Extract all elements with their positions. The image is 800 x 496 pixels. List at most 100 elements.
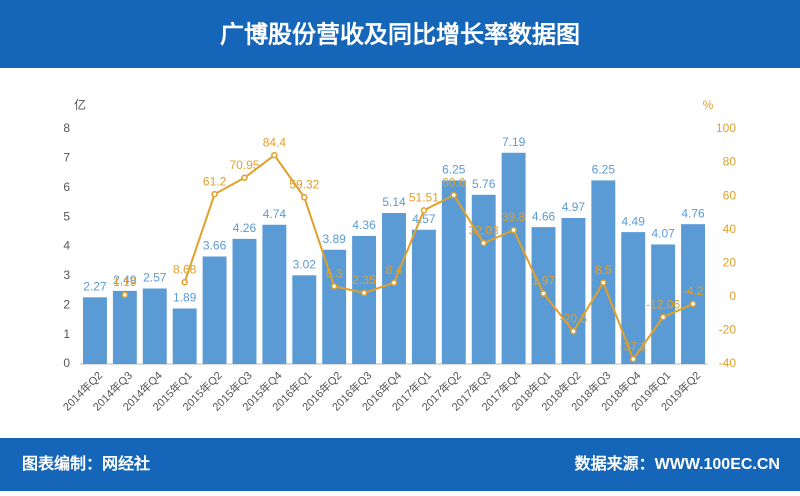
header-band: [0, 0, 800, 68]
bar-value-label: 2.27: [83, 279, 107, 293]
bar-value-label: 6.25: [592, 163, 616, 177]
line-value-label: 8.68: [173, 262, 197, 276]
line-point: [659, 313, 667, 321]
bar: [411, 229, 436, 364]
line-value-label: 32.03: [469, 223, 499, 237]
y-tick-label: 6: [63, 180, 70, 194]
bar-value-label: 4.74: [263, 207, 287, 221]
bar-value-label: 4.49: [622, 214, 646, 228]
line-value-label: 8.4: [386, 263, 403, 277]
bar: [621, 232, 646, 364]
chart-title: 广博股份营收及同比增长率数据图: [220, 20, 580, 48]
line-value-label: 59.32: [289, 177, 319, 191]
y2-tick-label: 80: [723, 155, 737, 169]
bar: [471, 194, 496, 364]
footer-left: 图表编制：网经社: [22, 454, 150, 473]
line-point: [271, 151, 278, 159]
line-point: [360, 289, 368, 297]
line-point: [540, 290, 547, 297]
line-point: [600, 279, 607, 286]
bar-value-label: 4.57: [412, 212, 436, 226]
bar: [501, 152, 526, 364]
bar: [262, 224, 287, 364]
bar-value-label: 4.36: [352, 218, 376, 232]
bar-value-label: 4.07: [651, 227, 675, 241]
line-value-label: -12.06: [646, 297, 680, 311]
bar: [82, 297, 107, 364]
y-tick-label: 4: [63, 239, 70, 253]
line: [183, 153, 694, 362]
y-tick-label: 1: [63, 327, 70, 341]
line-value-label: -4.2: [683, 284, 704, 298]
line-value-label: -20.5: [560, 311, 588, 325]
y-tick-label: 5: [63, 209, 70, 223]
y2-tick-label: -20: [719, 323, 737, 337]
line-point: [121, 291, 129, 299]
line-value-label: 8.5: [595, 263, 612, 277]
bar: [591, 180, 616, 364]
bar-value-label: 7.19: [502, 135, 526, 149]
line-point: [301, 194, 308, 201]
y2-tick-label: 0: [729, 289, 736, 303]
bar-value-label: 2.49: [113, 273, 137, 287]
bar: [352, 235, 377, 364]
line-point: [211, 190, 218, 198]
line-point: [570, 328, 577, 335]
line-value-label: 84.4: [263, 135, 287, 149]
line-point: [330, 283, 338, 290]
line-value-label: 1.97: [532, 274, 556, 288]
y2-tick-label: 60: [723, 188, 737, 202]
y-tick-label: 7: [63, 151, 70, 165]
line-value-label: 6.3: [326, 266, 343, 280]
footer-band: [0, 438, 800, 491]
bar-value-label: 4.97: [562, 200, 586, 214]
y-tick-label: 8: [63, 121, 70, 135]
line-value-label: -37.1: [620, 339, 648, 353]
bar: [561, 218, 586, 364]
bar: [172, 308, 197, 364]
bar: [651, 244, 676, 364]
line-point: [420, 207, 428, 214]
line-value-label: 39.8: [502, 210, 526, 224]
line-point: [689, 300, 697, 308]
y-unit: 亿: [74, 97, 86, 112]
bar: [292, 275, 317, 364]
bar-value-label: 4.26: [233, 221, 257, 235]
line-point: [390, 279, 398, 287]
y-tick-label: 0: [63, 356, 70, 370]
line-point: [480, 239, 487, 247]
bar: [322, 249, 347, 364]
bar: [112, 290, 137, 364]
bar-value-label: 4.76: [681, 206, 705, 220]
y2-unit: %: [703, 98, 714, 112]
y2-tick-label: 100: [716, 121, 736, 135]
bar-value-label: 3.66: [203, 239, 227, 253]
bar-value-label: 3.02: [293, 257, 317, 271]
line-value-label: 60.6: [442, 175, 466, 189]
bar-value-label: 3.89: [323, 232, 347, 246]
line-point: [181, 279, 188, 286]
bar: [382, 213, 406, 364]
bar: [142, 288, 167, 364]
line-value-label: 1.19: [113, 275, 137, 289]
y2-tick-label: -40: [719, 356, 737, 370]
footer-right: 数据来源：WWW.100EC.CN: [575, 454, 780, 473]
y2-tick-label: 20: [723, 255, 737, 269]
line-point: [510, 226, 517, 234]
line-point: [450, 191, 458, 199]
line-value-label: 70.95: [229, 158, 259, 172]
line-point: [629, 355, 637, 363]
line-value-label: 2.35: [352, 273, 376, 287]
bar: [441, 180, 466, 364]
bar-value-label: 6.25: [442, 163, 466, 177]
y2-tick-label: 40: [723, 222, 737, 236]
y-tick-label: 3: [63, 268, 70, 282]
bar: [681, 224, 706, 364]
line-point: [241, 174, 248, 182]
line-value-label: 51.51: [409, 191, 439, 205]
bar-value-label: 5.76: [472, 177, 496, 191]
bar-value-label: 5.14: [382, 195, 406, 209]
bar-value-label: 1.89: [173, 291, 197, 305]
y-tick-label: 2: [63, 297, 70, 311]
